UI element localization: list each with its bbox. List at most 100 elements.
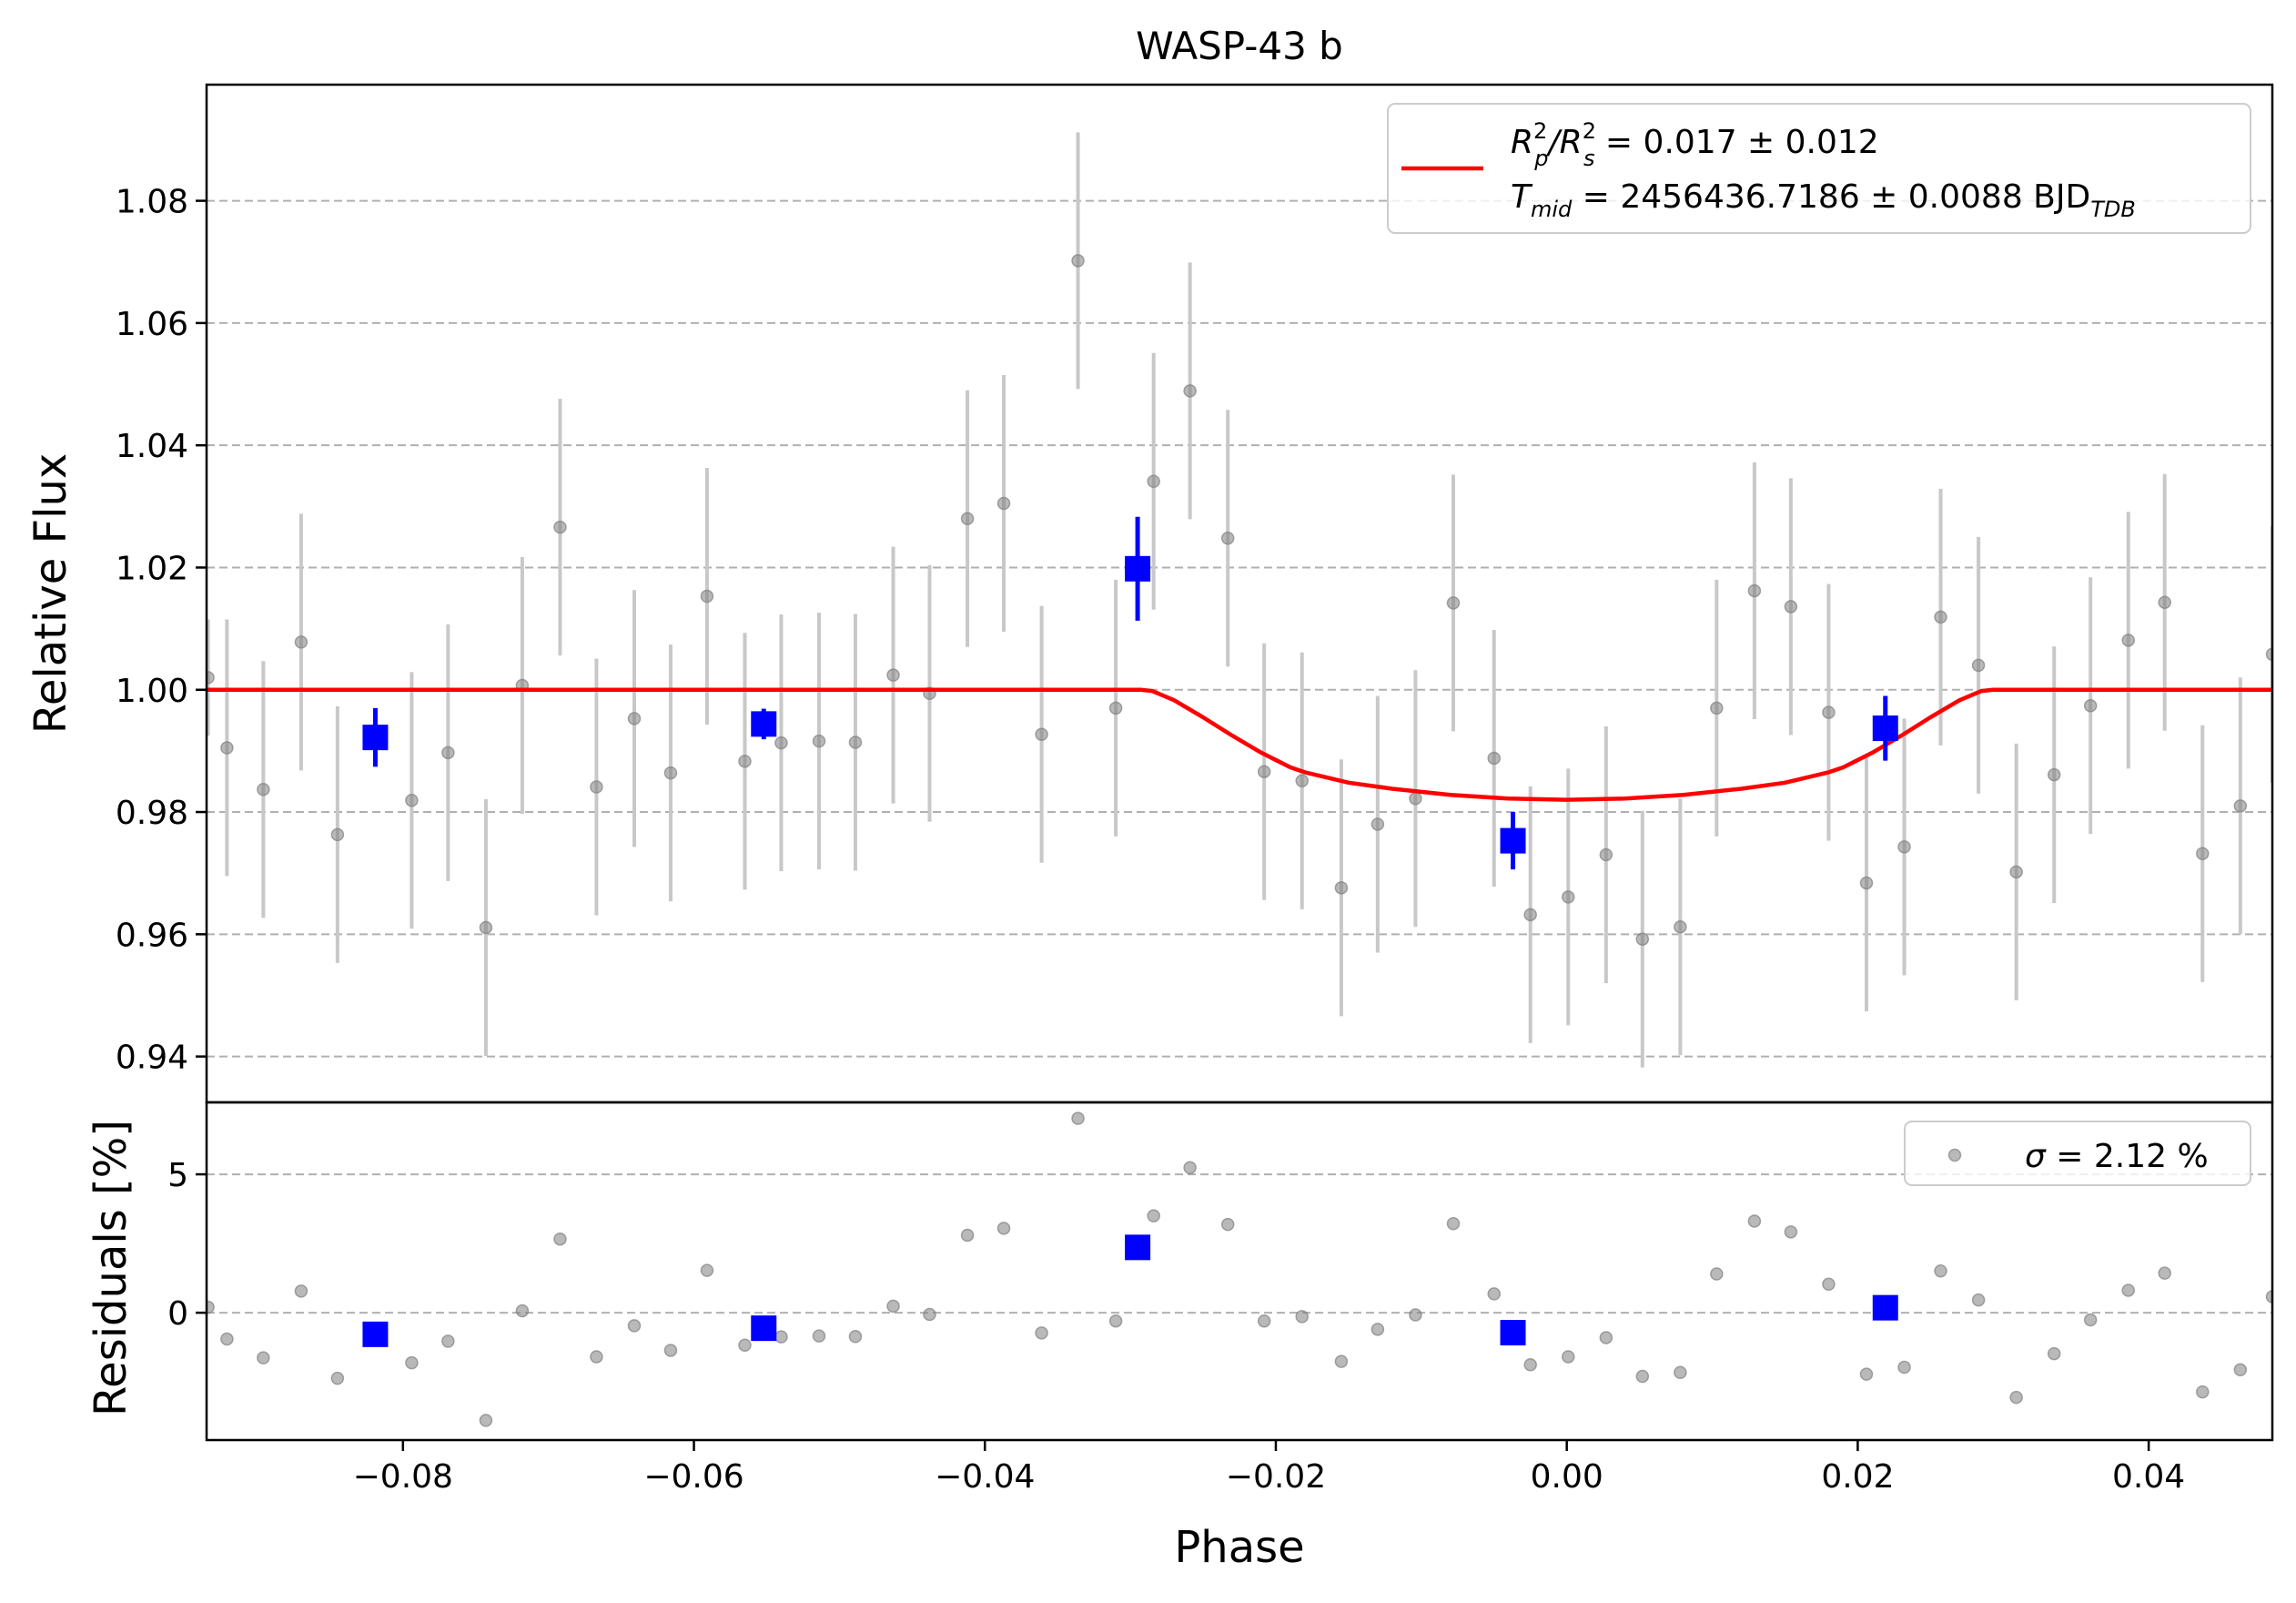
residual-point [996, 1222, 1011, 1235]
flux-point [996, 496, 1011, 511]
main-y-tick-label: 1.06 [116, 306, 188, 343]
flux-point [1710, 701, 1724, 715]
main-plot-area [207, 132, 2272, 1068]
main-y-tick-label: 1.04 [116, 428, 188, 465]
binned-residual-point [362, 1321, 389, 1347]
residual-point [1108, 1314, 1123, 1328]
flux-point [294, 635, 308, 649]
flux-point [1934, 610, 1947, 624]
flux-point [441, 746, 455, 760]
flux-point [960, 512, 975, 525]
residual-y-ticks: 05 [167, 1157, 207, 1333]
residual-panel: 05 −0.08 −0.06 −0.04 −0.02 0.00 0.02 0.04 Resi… [86, 1101, 2274, 1573]
residual-point [1747, 1214, 1762, 1228]
main-y-tick-label: 1.00 [116, 673, 188, 710]
binned-point [1125, 555, 1151, 582]
flux-point [1859, 876, 1874, 890]
flux-point [663, 766, 678, 780]
residual-point [774, 1330, 788, 1344]
x-tick-label: −0.02 [1226, 1458, 1326, 1496]
residual-point [441, 1334, 455, 1348]
residual-y-axis-label: Residuals [%] [86, 1120, 137, 1416]
binned-residual-point [1500, 1320, 1526, 1346]
flux-point [2083, 698, 2098, 713]
x-tick-label: 0.02 [1821, 1458, 1894, 1496]
residual-point [1035, 1326, 1048, 1340]
flux-point [1822, 705, 1836, 719]
residual-point [479, 1414, 493, 1427]
flux-point [1599, 847, 1613, 862]
main-y-tick-label: 0.96 [116, 917, 188, 954]
residual-point [738, 1338, 752, 1352]
flux-point [1635, 932, 1650, 946]
flux-point [1371, 817, 1385, 831]
residual-point [700, 1263, 714, 1277]
residual-point [2233, 1363, 2248, 1377]
x-tick-label: −0.04 [935, 1458, 1035, 1496]
flux-point [2158, 595, 2171, 609]
flux-point [1674, 920, 1687, 934]
flux-point [220, 741, 234, 755]
flux-point [1147, 474, 1160, 489]
residual-point [2265, 1290, 2272, 1304]
binned-residual-point [1125, 1234, 1151, 1261]
flux-point [2196, 847, 2210, 860]
main-y-tick-label: 0.98 [116, 795, 188, 832]
flux-point [1220, 531, 1235, 545]
flux-point [886, 668, 900, 682]
flux-point [479, 920, 493, 935]
chart-title: WASP-43 b [1136, 24, 1343, 68]
residual-point [2009, 1390, 2023, 1405]
flux-point [700, 589, 714, 604]
residual-point [848, 1330, 863, 1344]
residual-point [1822, 1277, 1836, 1292]
flux-point [1295, 774, 1309, 788]
main-y-ticks: 0.94 0.96 0.98 1.00 1.02 1.04 1.06 1.08 [116, 184, 207, 1077]
flux-point [1108, 701, 1123, 715]
flux-point [627, 712, 642, 725]
residual-point [2196, 1385, 2210, 1399]
flux-point [590, 780, 603, 794]
residual-point [1183, 1161, 1197, 1175]
x-ticks: −0.08 −0.06 −0.04 −0.02 0.00 0.02 0.04 [353, 1102, 2185, 1496]
main-y-tick-label: 1.08 [116, 184, 188, 221]
residual-point [1897, 1360, 1911, 1375]
residual-axes-frame [205, 1101, 2274, 1442]
residual-point [1446, 1216, 1461, 1231]
flux-point [405, 794, 419, 807]
flux-point [738, 755, 752, 768]
residual-point [1487, 1287, 1502, 1301]
residual-point [2158, 1266, 2171, 1280]
residual-point [1295, 1310, 1309, 1324]
flux-point [1523, 908, 1537, 922]
flux-point [1971, 658, 1986, 673]
residual-point [1784, 1225, 1798, 1239]
flux-point [1334, 881, 1349, 895]
legend-residual-marker [1947, 1148, 1962, 1162]
residual-point [1562, 1350, 1575, 1364]
residual-point [1523, 1358, 1537, 1372]
flux-point [812, 734, 826, 748]
residual-point [1859, 1367, 1874, 1381]
residual-point [1147, 1209, 1160, 1223]
flux-point [2009, 865, 2023, 879]
flux-point [1257, 765, 1271, 778]
flux-point [207, 671, 215, 685]
x-axis-label: Phase [1174, 1522, 1304, 1573]
residual-point [1409, 1308, 1422, 1322]
residual-point [1674, 1365, 1687, 1380]
residual-point [207, 1300, 215, 1314]
residual-point [220, 1332, 234, 1346]
binned-point [362, 725, 389, 751]
residual-point [2047, 1346, 2061, 1361]
flux-point [2265, 647, 2272, 662]
residual-point [590, 1350, 603, 1364]
residual-point [960, 1228, 975, 1243]
residual-plot-area [207, 1111, 2272, 1427]
flux-point [1071, 254, 1085, 268]
main-y-tick-label: 1.02 [116, 550, 188, 587]
residual-point [330, 1371, 345, 1385]
residual-point [663, 1344, 678, 1357]
residual-point [1635, 1369, 1650, 1384]
